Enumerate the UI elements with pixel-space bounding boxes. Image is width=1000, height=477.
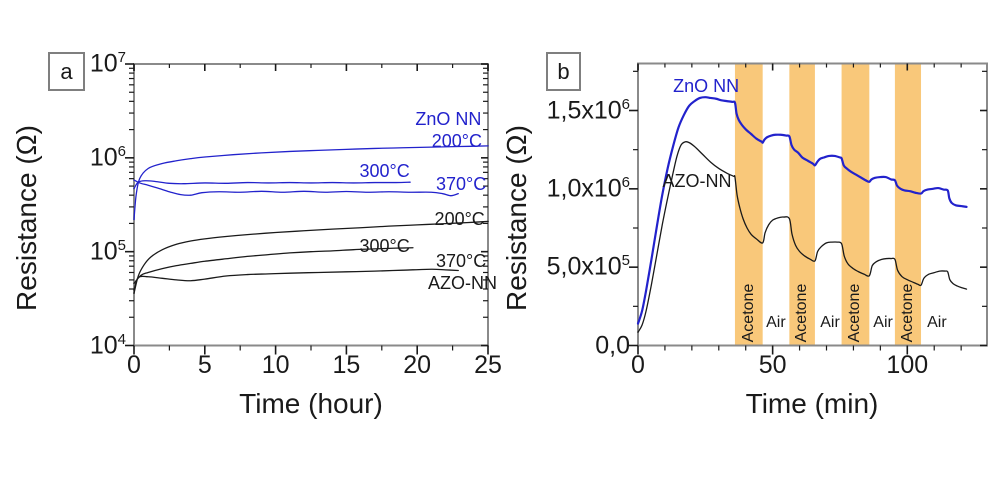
plot-frame <box>133 63 489 347</box>
series-azo-nn-300-c <box>133 247 414 284</box>
plot-frame <box>637 62 988 347</box>
acetone-band <box>789 63 815 346</box>
series-azo-nn-370-c <box>133 268 459 291</box>
series-azo-nn <box>637 141 968 333</box>
series-zno-nn-370-c <box>133 179 459 197</box>
series-zno-nn <box>636 96 968 325</box>
series-azo-nn-200-c <box>133 220 489 294</box>
acetone-band <box>841 63 870 346</box>
series-zno-nn-200-c <box>133 145 489 221</box>
panel-b-plot <box>629 62 988 355</box>
panel-a-plot <box>125 63 489 355</box>
series-zno-nn-300-c <box>133 180 411 190</box>
acetone-band <box>894 63 922 346</box>
